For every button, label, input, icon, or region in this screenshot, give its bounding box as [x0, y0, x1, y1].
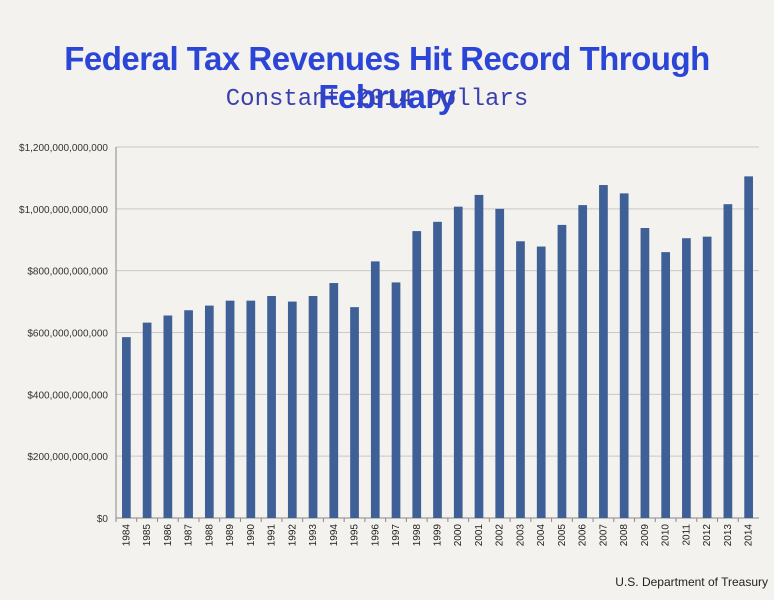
bar: [122, 337, 131, 518]
x-tick-label: 2007: [598, 524, 609, 547]
bar: [267, 296, 276, 518]
x-tick-label: 1987: [184, 524, 195, 547]
x-tick-label: 2003: [515, 524, 526, 547]
bar: [453, 206, 463, 518]
bar: [702, 236, 712, 519]
x-tick-label: 2010: [661, 524, 672, 547]
chart-title: Federal Tax Revenues Hit Record Through …: [64, 40, 710, 115]
x-tick-label: 1986: [163, 524, 174, 547]
bar: [287, 301, 297, 518]
y-tick-label: $200,000,000,000: [27, 452, 108, 463]
x-tick-label: 1990: [246, 524, 257, 547]
x-tick-label: 2005: [557, 524, 568, 547]
bar: [619, 193, 629, 518]
y-tick-label: $1,200,000,000,000: [19, 143, 108, 154]
bar: [536, 246, 546, 518]
x-tick-label: 1992: [287, 524, 298, 547]
bar: [370, 261, 380, 518]
source-note: U.S. Department of Treasury: [615, 575, 768, 589]
bar: [142, 322, 152, 518]
bar: [225, 300, 235, 518]
x-tick-label: 2006: [578, 524, 589, 547]
x-tick-label: 1996: [370, 524, 381, 547]
bar: [516, 241, 525, 518]
x-tick-label: 2013: [723, 524, 734, 547]
bar: [308, 296, 318, 518]
bar: [412, 231, 422, 519]
y-tick-label: $0: [97, 514, 109, 525]
bar: [599, 185, 608, 518]
x-tick-label: 1993: [308, 524, 319, 547]
x-tick-label: 1984: [121, 524, 132, 547]
x-tick-label: 2000: [453, 524, 464, 547]
bar: [661, 252, 671, 518]
x-tick-label: 1999: [433, 524, 444, 547]
bar: [682, 238, 691, 518]
bar: [723, 204, 733, 518]
bar: [163, 315, 173, 518]
bar: [391, 282, 401, 518]
chart-subtitle: Constant 2014 Dollars: [225, 86, 529, 113]
x-tick-label: 1994: [329, 524, 340, 547]
x-tick-label: 1995: [350, 524, 361, 547]
x-tick-label: 2009: [640, 524, 651, 547]
bar: [433, 221, 442, 518]
bar: [744, 176, 753, 518]
bar: [557, 224, 567, 518]
bar: [350, 307, 359, 518]
bar: [474, 194, 484, 518]
x-tick-label: 2008: [619, 524, 630, 547]
y-tick-label: $600,000,000,000: [27, 329, 108, 340]
bar: [246, 300, 256, 518]
x-tick-label: 2012: [702, 524, 713, 547]
y-tick-label: $1,000,000,000,000: [19, 205, 108, 216]
y-tick-label: $400,000,000,000: [27, 390, 108, 401]
bar: [204, 305, 214, 518]
bar: [329, 283, 339, 518]
x-tick-label: 2001: [474, 524, 485, 547]
x-tick-label: 2004: [536, 524, 547, 547]
x-tick-label: 2014: [744, 524, 755, 547]
bar: [184, 310, 193, 518]
x-tick-label: 1998: [412, 524, 423, 547]
x-tick-label: 1991: [267, 524, 278, 547]
x-tick-label: 2002: [495, 524, 506, 547]
x-tick-label: 1988: [204, 524, 215, 547]
bar: [578, 205, 588, 518]
y-tick-label: $800,000,000,000: [27, 267, 108, 278]
bar: [640, 228, 650, 519]
bar: [495, 208, 505, 519]
x-tick-label: 1985: [142, 524, 153, 547]
x-tick-label: 2011: [681, 524, 692, 546]
x-tick-label: 1997: [391, 524, 402, 547]
x-tick-label: 1989: [225, 524, 236, 547]
